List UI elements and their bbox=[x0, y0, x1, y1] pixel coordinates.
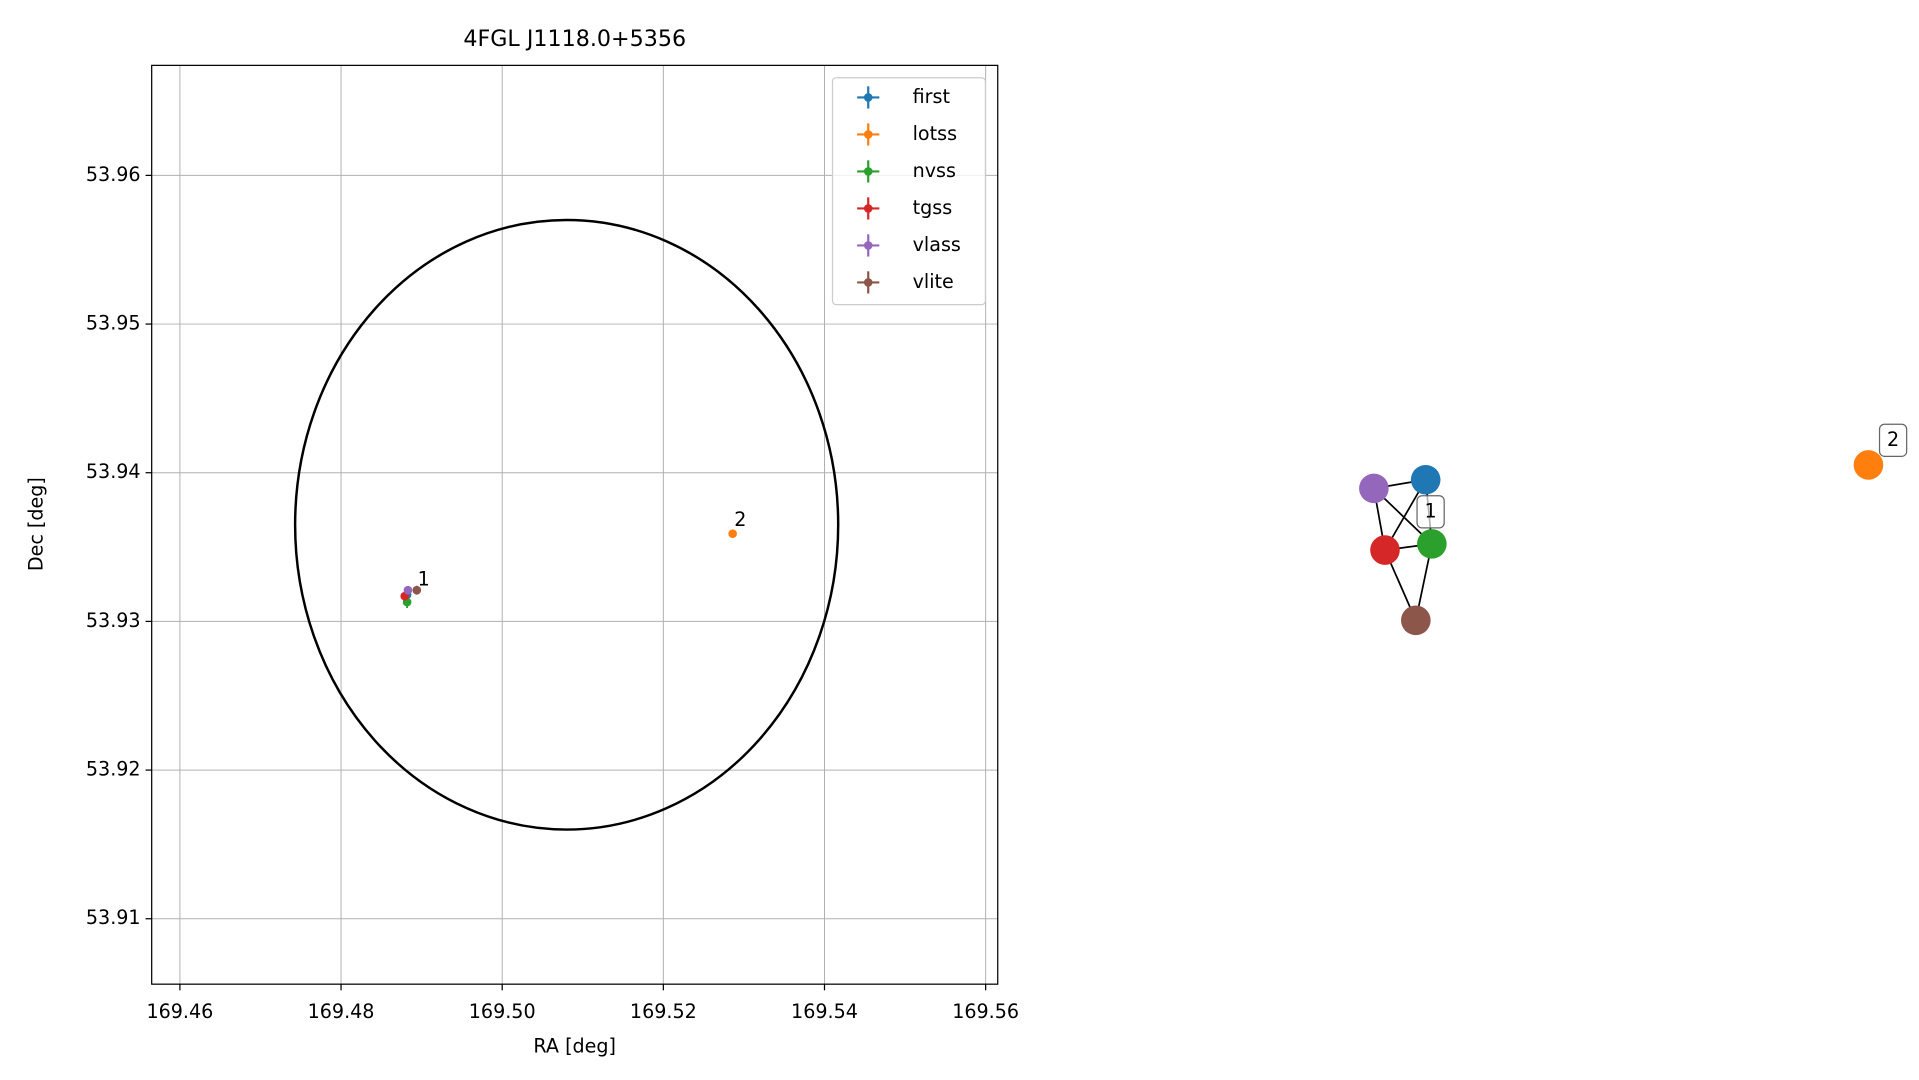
plot-frame bbox=[151, 64, 999, 985]
x-axis-label: RA [deg] bbox=[533, 1035, 616, 1058]
chart-title: 4FGL J1118.0+5356 bbox=[463, 26, 686, 52]
legend-marker bbox=[863, 93, 873, 102]
label-box bbox=[1878, 423, 1908, 457]
node bbox=[1401, 605, 1431, 636]
legend-box bbox=[831, 77, 987, 306]
legend-label: vlass bbox=[913, 233, 961, 256]
legend-marker bbox=[863, 167, 873, 176]
legend-label: vlite bbox=[913, 270, 954, 293]
y-tick-label: 53.91 bbox=[86, 906, 141, 929]
y-tick-label: 53.93 bbox=[86, 609, 141, 632]
legend-marker bbox=[863, 241, 873, 250]
node bbox=[1853, 450, 1884, 480]
legend-label: lotss bbox=[913, 122, 957, 145]
x-tick-label: 169.54 bbox=[791, 1000, 858, 1023]
node bbox=[1370, 535, 1400, 565]
annotation: 1 bbox=[418, 567, 430, 590]
x-tick-label: 169.52 bbox=[630, 1000, 697, 1023]
node bbox=[1410, 464, 1441, 495]
x-tick-label: 169.56 bbox=[952, 1000, 1019, 1023]
legend-marker bbox=[863, 278, 873, 287]
node-label: 1 bbox=[1425, 499, 1437, 522]
node-label: 2 bbox=[1887, 428, 1899, 451]
label-box bbox=[1416, 495, 1445, 529]
x-tick-label: 169.50 bbox=[469, 1000, 536, 1023]
x-tick-label: 169.48 bbox=[308, 1000, 375, 1023]
legend-label: first bbox=[913, 85, 951, 108]
node bbox=[1417, 529, 1447, 559]
point bbox=[412, 585, 422, 595]
y-tick-label: 53.96 bbox=[86, 163, 141, 186]
annotation: 2 bbox=[734, 508, 746, 531]
point bbox=[728, 529, 737, 539]
legend-label: tgss bbox=[913, 196, 953, 219]
error-ellipse bbox=[293, 218, 840, 831]
node bbox=[1359, 473, 1389, 504]
legend-marker bbox=[863, 204, 873, 213]
x-tick-label: 169.46 bbox=[146, 1000, 213, 1023]
y-tick-label: 53.94 bbox=[86, 460, 141, 483]
legend-label: nvss bbox=[913, 159, 956, 182]
y-tick-label: 53.95 bbox=[86, 312, 141, 335]
y-tick-label: 53.92 bbox=[86, 758, 141, 781]
point bbox=[403, 585, 413, 595]
y-axis-label: Dec [deg] bbox=[24, 477, 47, 571]
legend-marker bbox=[863, 130, 873, 139]
